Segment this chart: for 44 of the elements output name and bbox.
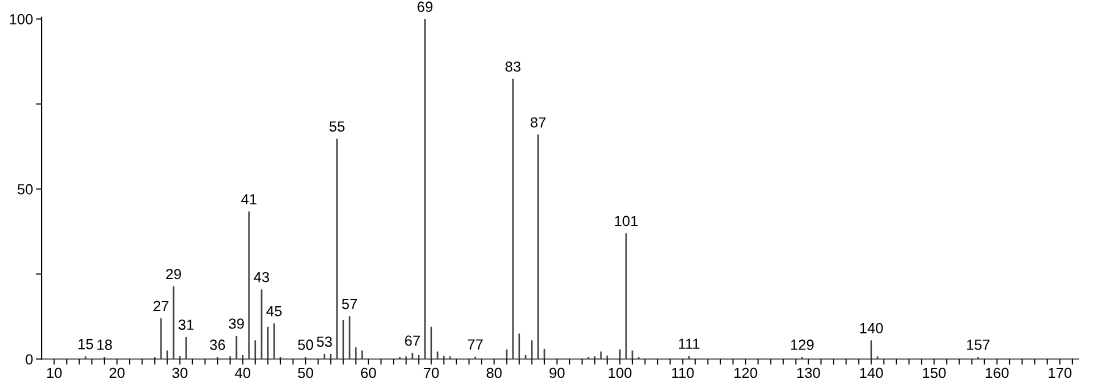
annotation: 55 [329, 121, 345, 132]
x-tick-label: 10 [47, 367, 62, 379]
annotation: 36 [210, 339, 226, 350]
x-tick-label: 120 [734, 367, 758, 379]
y-tick-label: 100 [10, 14, 33, 25]
y-tick-label: 0 [25, 354, 33, 365]
annotation: 18 [97, 339, 112, 350]
annotation: 27 [153, 300, 169, 312]
annotation: 53 [316, 336, 332, 347]
annotation: 67 [405, 335, 420, 346]
x-tick-label: 140 [860, 367, 883, 379]
annotation: 39 [228, 318, 244, 329]
annotation: 101 [615, 215, 638, 227]
x-tick-label: 60 [361, 367, 376, 379]
annotation: 87 [530, 117, 546, 128]
x-tick-label: 20 [109, 367, 125, 379]
x-tick-label: 160 [985, 367, 1009, 379]
annotation: 140 [860, 322, 883, 334]
annotation: 111 [679, 338, 700, 349]
x-tick-label: 50 [298, 367, 314, 379]
annotation: 29 [166, 268, 181, 280]
x-tick-label: 130 [797, 367, 820, 379]
annotation: 157 [967, 339, 990, 350]
x-tick-label: 110 [672, 367, 694, 379]
x-tick-label: 80 [486, 367, 502, 379]
annotation: 69 [417, 1, 433, 12]
annotation: 41 [241, 194, 257, 205]
x-tick-label: 150 [923, 367, 946, 379]
annotation: 77 [467, 339, 483, 350]
x-tick-label: 40 [234, 367, 251, 379]
x-tick-label: 70 [423, 367, 439, 379]
x-tick-label: 90 [549, 367, 565, 379]
annotation: 43 [253, 271, 270, 283]
annotation: 45 [266, 306, 282, 317]
annotation: 129 [791, 339, 814, 350]
annotation: 83 [505, 61, 521, 72]
x-tick-label: 30 [172, 367, 188, 379]
y-tick-label: 50 [17, 184, 33, 195]
annotation: 50 [298, 339, 314, 350]
annotation: 31 [178, 319, 194, 330]
annotation: 15 [78, 339, 94, 350]
x-tick-label: 100 [608, 367, 632, 379]
x-tick-label: 170 [1048, 367, 1072, 379]
annotation: 57 [342, 298, 357, 310]
